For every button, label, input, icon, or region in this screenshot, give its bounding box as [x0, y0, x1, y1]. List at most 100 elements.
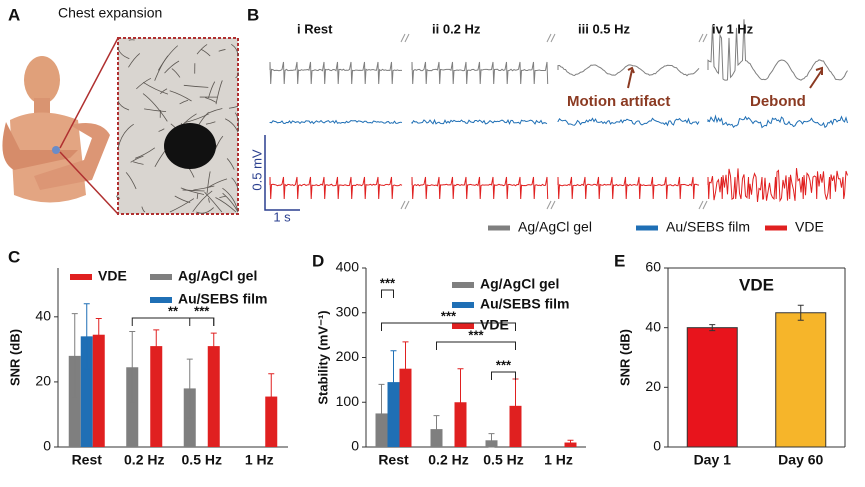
hair	[215, 80, 223, 105]
significance-bracket	[381, 322, 516, 331]
significance-label: ***	[468, 327, 484, 342]
legend-label: Ag/AgCl gel	[178, 268, 257, 284]
callout-line	[59, 151, 119, 215]
error-bar	[457, 368, 464, 437]
chart-title: VDE	[739, 275, 774, 294]
legend-swatch	[452, 302, 474, 308]
x-tick-label: Day 60	[778, 452, 823, 468]
y-tick-label: 0	[351, 438, 359, 454]
break-mark	[698, 200, 708, 210]
hair	[205, 97, 217, 103]
error-bar	[95, 317, 102, 352]
break-mark	[546, 200, 556, 210]
bar	[387, 382, 400, 447]
hair	[196, 193, 199, 200]
significance-bracket	[131, 317, 215, 326]
hair	[130, 155, 144, 163]
bar	[68, 355, 81, 447]
significance-bracket	[381, 289, 394, 298]
hair	[164, 60, 180, 74]
hair	[218, 49, 226, 52]
hair	[200, 48, 211, 57]
bar	[126, 367, 139, 447]
y-tick-label: 40	[35, 308, 51, 324]
hair	[228, 105, 239, 109]
column-title: ii 0.2 Hz	[432, 21, 481, 36]
x-tick-label: 0.2 Hz	[428, 452, 468, 468]
scale-label: 0.5 mV	[249, 149, 264, 191]
error-bar	[268, 373, 275, 420]
significance-bracket	[189, 317, 215, 326]
legend-label: VDE	[795, 219, 824, 235]
break-mark	[698, 33, 708, 43]
error-bar	[83, 303, 90, 370]
hair	[159, 88, 168, 95]
hair	[128, 39, 135, 41]
hair	[128, 53, 141, 68]
y-tick-label: 20	[35, 373, 51, 389]
hair	[208, 81, 216, 99]
hair	[117, 46, 130, 59]
signal-trace	[707, 114, 848, 129]
x-tick-label: 0.2 Hz	[124, 452, 164, 468]
hair	[183, 84, 209, 88]
legend-swatch	[70, 274, 92, 280]
column-title: iii 0.5 Hz	[578, 21, 631, 36]
break-mark	[400, 33, 410, 43]
panel-label: A	[8, 5, 20, 24]
hair	[158, 128, 165, 132]
panel-label: B	[247, 5, 259, 24]
hair	[196, 44, 208, 55]
hair	[154, 55, 169, 81]
significance-bracket	[436, 341, 516, 350]
hair	[142, 93, 168, 122]
error-bar	[71, 313, 78, 399]
hair	[224, 118, 239, 133]
legend-swatch	[452, 282, 474, 288]
hair	[193, 185, 215, 191]
y-tick-label: 20	[645, 378, 661, 394]
signal-trace	[269, 176, 403, 200]
hair	[125, 172, 137, 190]
hair	[174, 195, 191, 204]
hair	[117, 100, 130, 111]
error-bar	[567, 439, 574, 446]
significance-label: ***	[441, 308, 457, 323]
signal-trace	[411, 176, 549, 200]
legend-label: Au/SEBS film	[480, 296, 569, 312]
hair	[207, 178, 228, 188]
electrode	[164, 123, 216, 169]
legend-label: VDE	[480, 317, 509, 333]
x-tick-label: 0.5 Hz	[182, 452, 222, 468]
panel-label: D	[312, 251, 324, 270]
y-tick-label: 400	[336, 259, 360, 275]
signal-trace	[557, 176, 700, 200]
hair	[222, 187, 239, 213]
hair	[226, 158, 235, 170]
hair	[141, 206, 146, 213]
x-tick-label: Day 1	[694, 452, 732, 468]
y-axis-label: SNR (dB)	[617, 329, 632, 386]
legend-swatch	[452, 323, 474, 329]
significance-label: ***	[194, 303, 210, 318]
bar	[399, 368, 412, 447]
hair	[171, 68, 181, 78]
significance-label: ***	[496, 357, 512, 372]
x-tick-label: Rest	[72, 452, 103, 468]
hair	[204, 191, 223, 213]
hair	[215, 135, 224, 150]
error-bar	[488, 433, 495, 448]
scale-label: 1 s	[273, 209, 291, 224]
arrow	[627, 66, 635, 89]
hair	[231, 43, 239, 57]
bar	[150, 346, 163, 447]
annotation: Motion artifact	[567, 93, 670, 110]
y-tick-label: 0	[653, 438, 661, 454]
signal-trace	[411, 61, 549, 85]
hair	[179, 99, 189, 105]
legend-swatch	[150, 297, 172, 303]
annotation: Debond	[750, 93, 806, 110]
signal-trace	[269, 119, 403, 125]
signal-trace	[269, 61, 403, 85]
